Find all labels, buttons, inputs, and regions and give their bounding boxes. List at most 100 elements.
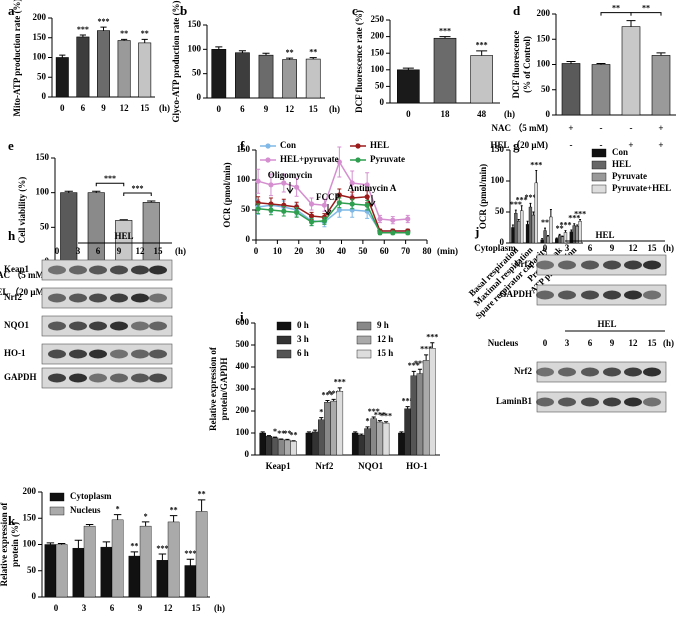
x-unit: (h)	[159, 103, 170, 113]
condition-mark: -	[600, 123, 603, 133]
y-tick-label: 0	[32, 591, 37, 601]
bar	[138, 42, 152, 98]
bar	[282, 59, 297, 99]
bar	[318, 419, 325, 456]
significance: **	[283, 429, 291, 438]
bar	[235, 52, 250, 99]
significance: ***	[402, 396, 414, 405]
lane-label: 3	[76, 246, 81, 256]
legend-swatch	[356, 335, 372, 345]
bar	[404, 408, 411, 456]
x-tick-label: Nrf2	[315, 461, 333, 471]
bar	[397, 69, 420, 104]
error-bar	[555, 237, 558, 239]
x-tick-label: 0	[60, 103, 65, 113]
legend-swatch	[356, 321, 372, 331]
point	[281, 208, 287, 214]
blot-band	[110, 293, 128, 303]
error-bar	[158, 553, 167, 561]
lane-label: 15	[154, 246, 164, 256]
x-tick-label: 0	[217, 104, 222, 114]
significance: **	[198, 490, 206, 499]
error-bar	[529, 202, 532, 208]
bar	[528, 206, 533, 244]
bar	[364, 428, 371, 456]
y-tick-label: 0	[245, 449, 250, 459]
legend-swatch	[276, 335, 292, 345]
annotation: Oligomycin	[268, 170, 313, 180]
blot-band	[581, 260, 599, 270]
significance: **	[286, 48, 294, 57]
error-bar	[238, 50, 246, 53]
lane-label: 9	[610, 338, 615, 348]
compartment-label: Cytoplasm	[474, 243, 516, 253]
lane-label: 3	[565, 243, 570, 253]
x-tick-label: 50	[358, 246, 368, 256]
blot-band	[581, 397, 599, 407]
significance: ***	[368, 407, 380, 416]
y-axis-label: Cell viability (%)	[17, 177, 27, 244]
significance: *	[116, 504, 120, 513]
error-bar	[365, 426, 370, 429]
lane-unit: (h)	[663, 243, 674, 253]
legend-label: Pyruvate	[370, 154, 405, 164]
bar	[578, 221, 582, 244]
significance: ***	[524, 193, 536, 202]
point	[390, 217, 396, 223]
lane-label: 12	[136, 246, 146, 256]
legend-swatch	[591, 184, 607, 194]
y-tick-label: 50	[541, 84, 551, 94]
x-tick-label: Keap1	[266, 461, 292, 471]
bar	[44, 544, 57, 598]
bar	[259, 432, 266, 456]
condition-label: HEL （20 μM)	[0, 287, 47, 297]
blot-band	[558, 367, 576, 377]
significance: **	[170, 505, 178, 514]
error-bar	[92, 190, 101, 193]
blot-band	[581, 367, 599, 377]
bar	[351, 432, 359, 456]
y-tick-label: 0	[380, 97, 385, 107]
y-axis-label: (% of Control)	[522, 36, 532, 93]
legend-label: Nucleus	[70, 505, 101, 515]
lane-label: 6	[96, 246, 101, 256]
significance: **	[141, 29, 149, 38]
panel-letter: k	[8, 513, 16, 528]
condition-label: NAC （5 mM)	[492, 123, 549, 133]
y-axis-label: Mito-ATP production rate (%)	[12, 0, 22, 116]
point	[377, 230, 383, 236]
blot-band	[149, 321, 167, 331]
blot-band	[643, 397, 661, 407]
significance: *	[144, 512, 148, 521]
y-tick-label: 200	[236, 405, 250, 415]
bar	[290, 441, 297, 456]
error-bar	[405, 406, 410, 409]
y-tick-label: 0	[197, 92, 202, 102]
y-axis-label: Relative expression of	[208, 346, 218, 431]
error-bar	[286, 57, 294, 60]
significance: **	[130, 542, 138, 551]
y-tick-label: 150	[23, 512, 37, 522]
blot-band	[624, 397, 642, 407]
bar	[520, 210, 524, 244]
condition-mark: +	[568, 123, 573, 133]
bar	[531, 214, 536, 244]
y-tick-label: 400	[236, 361, 250, 371]
y-tick-label: 100	[371, 64, 385, 74]
y-tick-label: 150	[188, 19, 202, 29]
blot-row-label: GAPDH	[500, 289, 533, 299]
comparison-bracket	[123, 192, 152, 196]
point	[364, 182, 370, 188]
legend-swatch	[276, 349, 292, 359]
panel-letter: g	[513, 138, 520, 153]
error-bar	[417, 368, 423, 374]
point	[294, 209, 300, 215]
x-tick-label: 9	[138, 603, 143, 613]
significance: ***	[516, 196, 528, 205]
bar	[330, 400, 337, 456]
bar	[370, 418, 377, 456]
bar	[305, 432, 313, 456]
blot-band	[69, 321, 87, 331]
bar	[117, 40, 131, 98]
bar	[358, 435, 365, 456]
